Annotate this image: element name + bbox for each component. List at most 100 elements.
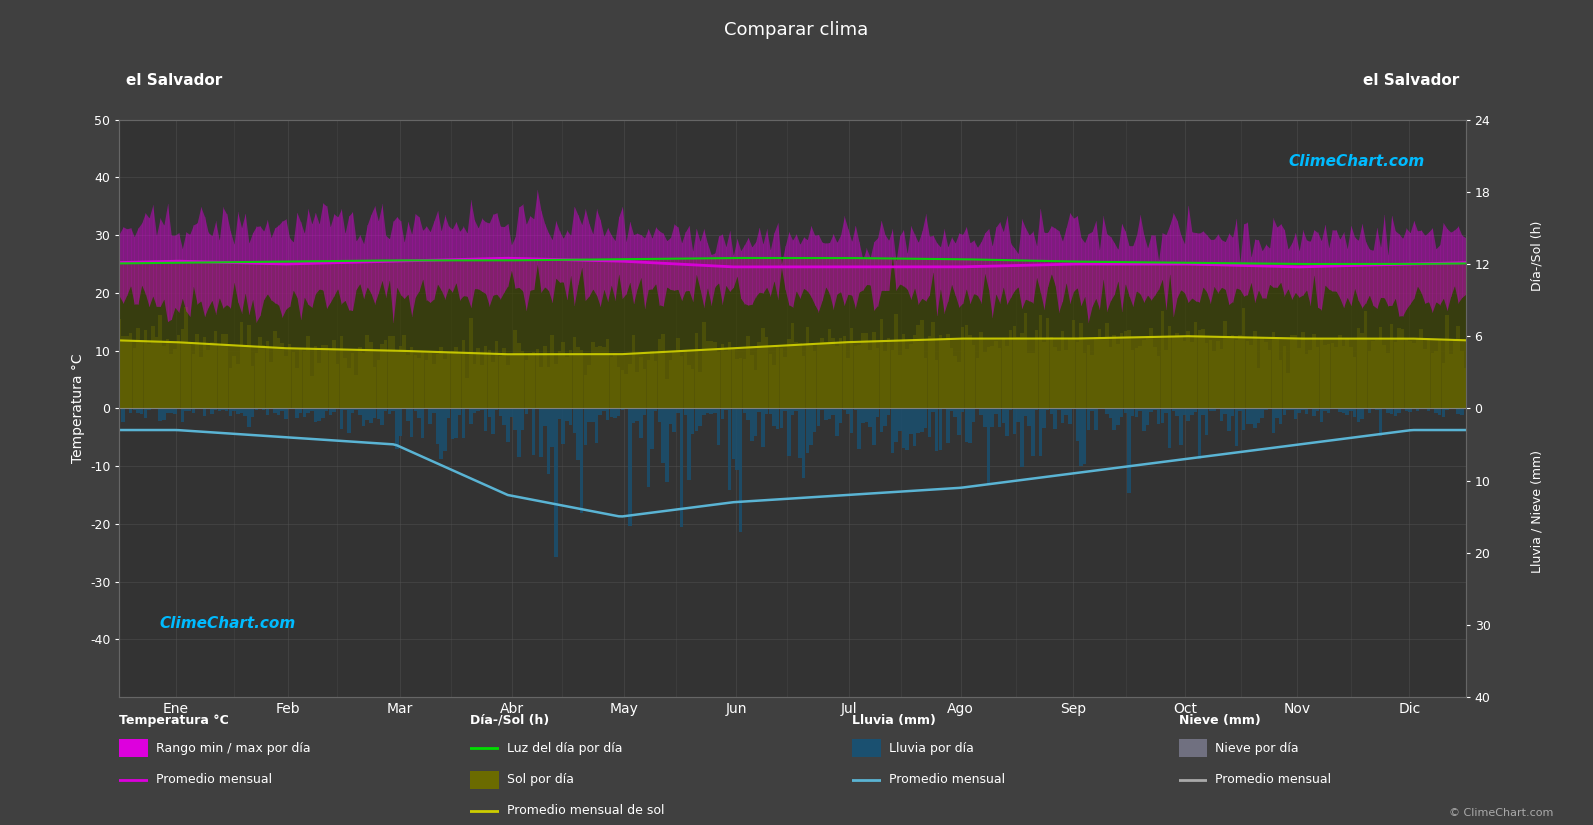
Bar bbox=[381, 408, 384, 425]
Bar bbox=[991, 408, 994, 427]
Bar bbox=[1231, 335, 1235, 408]
Bar bbox=[429, 408, 432, 424]
Bar bbox=[561, 342, 566, 408]
Bar bbox=[1164, 351, 1168, 408]
Bar bbox=[765, 337, 768, 408]
Bar bbox=[448, 352, 451, 408]
Bar bbox=[1109, 346, 1112, 408]
Bar bbox=[680, 408, 683, 527]
Bar bbox=[457, 354, 462, 408]
Bar bbox=[1450, 408, 1453, 409]
Bar bbox=[1128, 408, 1131, 493]
Bar bbox=[691, 408, 695, 434]
Bar bbox=[129, 408, 132, 413]
Bar bbox=[244, 347, 247, 408]
Bar bbox=[1445, 408, 1448, 409]
Bar bbox=[798, 408, 801, 458]
Bar bbox=[916, 408, 921, 433]
Bar bbox=[927, 337, 930, 408]
Bar bbox=[868, 350, 871, 408]
Bar bbox=[465, 378, 468, 408]
Bar bbox=[387, 336, 392, 408]
Bar bbox=[957, 361, 961, 408]
Bar bbox=[451, 408, 454, 439]
Bar bbox=[491, 408, 495, 434]
Bar bbox=[1243, 408, 1246, 431]
Bar bbox=[1368, 408, 1372, 412]
Bar bbox=[739, 358, 742, 408]
Bar bbox=[247, 408, 250, 427]
Bar bbox=[628, 365, 631, 408]
Bar bbox=[322, 408, 325, 417]
Bar bbox=[566, 408, 569, 421]
Bar bbox=[628, 408, 631, 526]
Bar bbox=[118, 318, 121, 408]
Bar bbox=[658, 408, 661, 422]
Bar bbox=[1423, 349, 1427, 408]
Bar bbox=[1360, 332, 1364, 408]
Bar bbox=[1341, 346, 1344, 408]
Bar bbox=[806, 408, 809, 453]
Bar bbox=[943, 339, 946, 408]
Bar bbox=[784, 408, 787, 411]
Bar bbox=[295, 408, 299, 418]
Bar bbox=[210, 342, 213, 408]
Bar bbox=[524, 408, 527, 414]
Bar bbox=[199, 357, 202, 408]
Bar bbox=[591, 408, 594, 422]
Bar bbox=[1349, 408, 1352, 411]
Text: © ClimeChart.com: © ClimeChart.com bbox=[1448, 808, 1553, 818]
Text: Lluvia por día: Lluvia por día bbox=[889, 742, 973, 755]
Bar bbox=[1305, 408, 1308, 414]
Bar bbox=[1106, 408, 1109, 414]
Bar bbox=[605, 408, 610, 420]
Bar bbox=[1090, 355, 1094, 408]
Bar bbox=[1394, 408, 1397, 416]
Bar bbox=[314, 346, 317, 408]
Bar bbox=[910, 344, 913, 408]
Bar bbox=[409, 346, 413, 408]
Bar bbox=[913, 335, 916, 408]
Bar bbox=[499, 408, 502, 417]
Bar bbox=[583, 408, 588, 446]
Bar bbox=[655, 408, 658, 411]
Bar bbox=[761, 408, 765, 447]
Bar bbox=[1123, 332, 1128, 408]
Bar bbox=[1134, 408, 1137, 417]
Bar bbox=[1316, 408, 1319, 411]
Bar bbox=[1434, 351, 1438, 408]
Bar bbox=[1238, 335, 1241, 408]
Bar bbox=[1223, 321, 1227, 408]
Bar bbox=[1020, 333, 1024, 408]
Bar bbox=[1235, 340, 1238, 408]
Bar bbox=[202, 337, 205, 408]
Bar bbox=[1128, 330, 1131, 408]
Bar bbox=[311, 408, 314, 411]
Bar bbox=[454, 347, 457, 408]
Bar bbox=[997, 408, 1002, 427]
Y-axis label: Temperatura °C: Temperatura °C bbox=[70, 354, 84, 463]
Bar bbox=[162, 408, 166, 420]
Bar bbox=[580, 408, 583, 513]
Bar bbox=[983, 351, 986, 408]
Bar bbox=[865, 408, 868, 422]
Bar bbox=[768, 408, 773, 414]
Bar bbox=[675, 408, 680, 413]
Bar bbox=[1031, 353, 1034, 408]
Bar bbox=[414, 356, 417, 408]
Bar bbox=[1389, 324, 1394, 408]
Bar bbox=[202, 408, 205, 417]
Bar bbox=[1301, 408, 1305, 410]
Bar bbox=[588, 365, 591, 408]
Bar bbox=[698, 372, 703, 408]
Bar bbox=[720, 408, 723, 418]
Bar bbox=[1027, 353, 1031, 408]
Bar bbox=[451, 351, 454, 408]
Bar bbox=[132, 408, 135, 410]
Bar bbox=[1246, 341, 1249, 408]
Bar bbox=[272, 331, 277, 408]
Bar bbox=[507, 365, 510, 408]
Bar bbox=[905, 408, 910, 450]
Bar bbox=[750, 408, 753, 441]
Bar bbox=[572, 337, 577, 408]
